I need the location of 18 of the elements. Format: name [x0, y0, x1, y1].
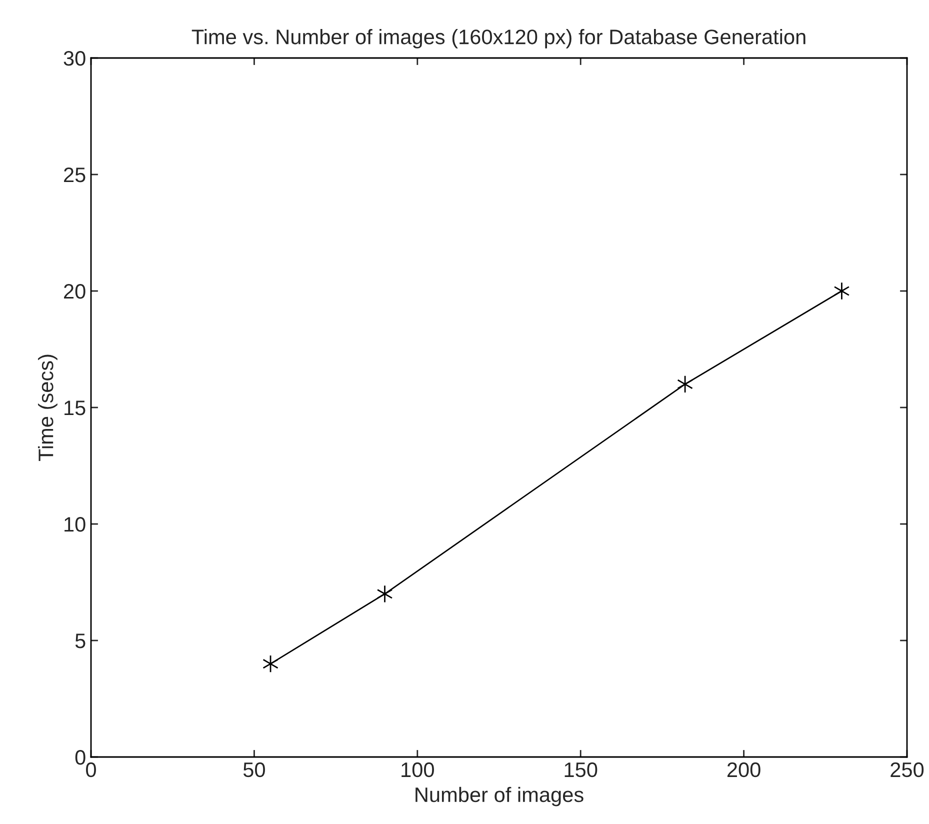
x-tick-label: 0: [86, 762, 96, 778]
y-tick-label: 15: [64, 400, 86, 416]
y-tick-label: 5: [75, 634, 86, 648]
y-tick-label: 10: [64, 517, 86, 532]
x-tick-label: 250: [890, 762, 924, 778]
x-tick-label: 50: [243, 762, 265, 778]
y-axis-title: Time (secs): [38, 354, 58, 462]
x-axis-title: Number of images: [416, 786, 584, 806]
y-tick-label: 30: [64, 51, 86, 66]
y-tick-label: 20: [64, 284, 86, 299]
y-tick-label: 0: [75, 750, 86, 765]
x-tick-label: 200: [727, 762, 760, 778]
chart-title: Time vs. Number of images (160x120 px) for Database Generation: [192, 29, 806, 48]
x-tick-label: 100: [402, 762, 434, 778]
point: [376, 584, 393, 603]
y-tick-label: 25: [64, 168, 86, 182]
point: [834, 282, 850, 300]
x-tick-label: 150: [564, 762, 598, 778]
